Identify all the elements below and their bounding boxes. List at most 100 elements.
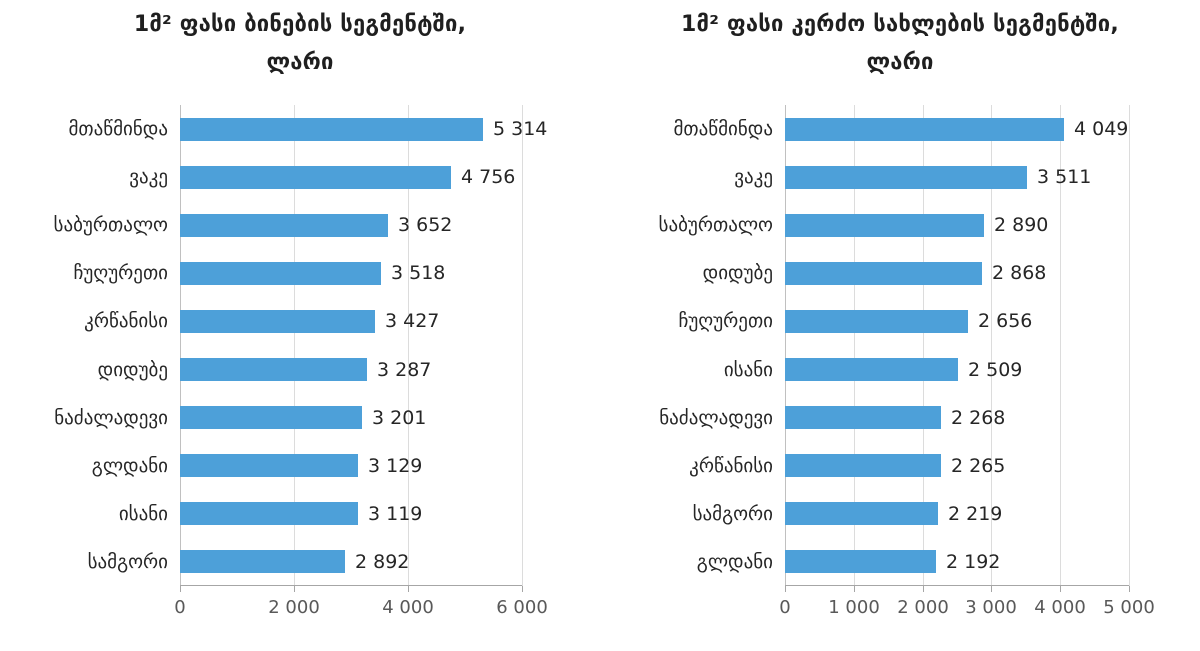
bar — [180, 502, 358, 526]
bar — [180, 454, 358, 478]
gridline — [408, 105, 409, 586]
value-label: 3 129 — [368, 454, 423, 477]
category-label: ვაკე — [734, 166, 773, 189]
x-axis-line — [785, 585, 1129, 586]
bar — [785, 165, 1027, 189]
category-label: სამგორი — [87, 550, 168, 573]
value-label: 2 219 — [948, 502, 1003, 525]
category-label: ჩუღურეთი — [678, 310, 773, 333]
category-label: ვაკე — [129, 166, 168, 189]
category-label: მთაწმინდა — [68, 118, 169, 141]
value-label: 2 192 — [946, 550, 1001, 573]
x-axis-tick-label: 5 000 — [1103, 597, 1155, 618]
value-label: 3 427 — [385, 310, 440, 333]
category-label: გლდანი — [91, 454, 168, 477]
bar — [785, 117, 1064, 141]
x-axis-tick-label: 0 — [174, 597, 186, 618]
category-label: ნაძალადევი — [54, 406, 168, 429]
x-axis-tick-label: 6 000 — [496, 597, 548, 618]
x-axis-tick — [1129, 586, 1130, 592]
bar — [785, 309, 968, 333]
x-axis-tick-label: 1 000 — [828, 597, 880, 618]
category-label: ისანი — [723, 358, 773, 381]
chart-private-houses-segment: 1მ² ფასი კერძო სახლების სეგმენტში, ლარი … — [600, 0, 1200, 651]
x-axis-tick — [785, 586, 786, 592]
gridline — [991, 105, 992, 586]
x-axis-tick-label: 2 000 — [897, 597, 949, 618]
chart-subtitle: ლარი — [266, 50, 334, 75]
bar — [180, 358, 367, 382]
value-label: 4 756 — [461, 166, 516, 189]
chart-title: 1მ² ფასი კერძო სახლების სეგმენტში, — [681, 12, 1119, 37]
bar — [180, 309, 375, 333]
gridline — [785, 105, 786, 586]
value-label: 2 268 — [951, 406, 1006, 429]
value-label: 2 509 — [968, 358, 1023, 381]
x-axis-tick — [991, 586, 992, 592]
category-label: დიდუბე — [702, 262, 773, 285]
bar — [785, 213, 984, 237]
bar — [785, 406, 941, 430]
x-axis-tick — [1060, 586, 1061, 592]
gridline — [1060, 105, 1061, 586]
x-axis-tick — [854, 586, 855, 592]
gridline — [854, 105, 855, 586]
bar — [180, 406, 362, 430]
bar — [180, 213, 388, 237]
bar — [785, 502, 938, 526]
x-axis-tick-label: 0 — [779, 597, 791, 618]
value-label: 3 287 — [377, 358, 432, 381]
value-label: 3 652 — [398, 214, 453, 237]
category-label: მთაწმინდა — [673, 118, 774, 141]
category-label: სამგორი — [692, 502, 773, 525]
value-label: 2 868 — [992, 262, 1047, 285]
chart-subtitle: ლარი — [866, 50, 934, 75]
value-label: 2 656 — [978, 310, 1033, 333]
category-label: კრწანისი — [689, 454, 773, 477]
chart-apartments-segment: 1მ² ფასი ბინების სეგმენტში, ლარი 0 2 000 4… — [54, 12, 548, 618]
value-label: 2 892 — [355, 550, 410, 573]
plot-area: 0 1 000 2 000 3 000 4 000 5 000 მთაწმინდა 4 049… — [659, 105, 1155, 618]
plot-area: 0 2 000 4 000 6 000 მთაწმინდა 5 314 ვაკე 4 756 ს… — [54, 105, 548, 618]
category-label: გლდანი — [696, 550, 773, 573]
value-label: 3 511 — [1037, 166, 1092, 189]
x-axis-tick — [923, 586, 924, 592]
gridline — [180, 105, 181, 586]
category-label: კრწანისი — [84, 310, 168, 333]
x-axis-tick-label: 4 000 — [1034, 597, 1086, 618]
category-label: ჩუღურეთი — [73, 262, 168, 285]
value-label: 3 201 — [372, 406, 427, 429]
gridline — [1129, 105, 1130, 586]
value-label: 4 049 — [1074, 118, 1129, 141]
x-axis-tick-label: 4 000 — [382, 597, 434, 618]
category-label: საბურთალო — [658, 214, 773, 237]
value-label: 3 119 — [368, 502, 423, 525]
x-axis-line — [180, 585, 522, 586]
category-label: ნაძალადევი — [659, 406, 773, 429]
chart-title: 1მ² ფასი ბინების სეგმენტში, — [133, 12, 467, 37]
value-label: 5 314 — [493, 118, 548, 141]
gridline — [923, 105, 924, 586]
bar — [785, 261, 982, 285]
category-label: დიდუბე — [97, 358, 168, 381]
x-axis-tick-label: 3 000 — [965, 597, 1017, 618]
gridline — [522, 105, 523, 586]
bar — [180, 117, 483, 141]
x-axis-tick — [522, 586, 523, 592]
value-label: 2 265 — [951, 454, 1006, 477]
bar — [785, 454, 941, 478]
category-label: ისანი — [118, 502, 168, 525]
value-label: 2 890 — [994, 214, 1049, 237]
category-label: საბურთალო — [53, 214, 168, 237]
x-axis-tick — [180, 586, 181, 592]
bar — [180, 261, 381, 285]
bar — [785, 550, 936, 574]
value-label: 3 518 — [391, 262, 446, 285]
x-axis-tick — [294, 586, 295, 592]
x-axis-tick-label: 2 000 — [268, 597, 320, 618]
bar — [180, 165, 451, 189]
bar — [180, 550, 345, 574]
gridline — [294, 105, 295, 586]
x-axis-tick — [408, 586, 409, 592]
